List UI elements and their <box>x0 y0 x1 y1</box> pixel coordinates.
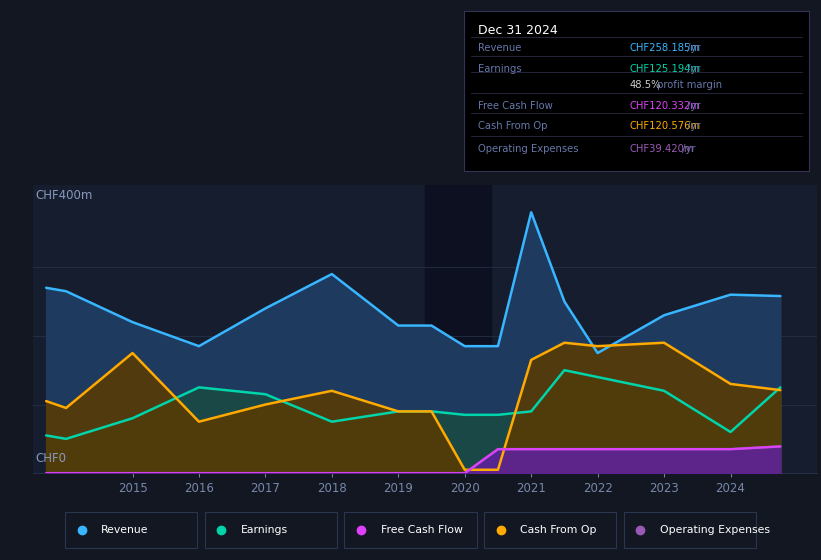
Text: CHF125.194m: CHF125.194m <box>630 64 700 74</box>
FancyBboxPatch shape <box>624 512 756 548</box>
Text: Earnings: Earnings <box>478 64 521 74</box>
Text: CHF258.185m: CHF258.185m <box>630 43 700 53</box>
Text: Dec 31 2024: Dec 31 2024 <box>478 24 557 37</box>
Text: /yr: /yr <box>685 101 701 110</box>
Text: CHF120.576m: CHF120.576m <box>630 122 700 132</box>
Text: /yr: /yr <box>680 144 696 153</box>
Text: Free Cash Flow: Free Cash Flow <box>381 525 462 535</box>
Text: Operating Expenses: Operating Expenses <box>660 525 770 535</box>
Text: CHF120.332m: CHF120.332m <box>630 101 700 110</box>
Text: CHF400m: CHF400m <box>35 189 93 202</box>
FancyBboxPatch shape <box>204 512 337 548</box>
Text: Operating Expenses: Operating Expenses <box>478 144 578 153</box>
Text: /yr: /yr <box>685 122 701 132</box>
Text: CHF0: CHF0 <box>35 451 67 465</box>
FancyBboxPatch shape <box>345 512 476 548</box>
Text: Earnings: Earnings <box>241 525 288 535</box>
Text: 48.5%: 48.5% <box>630 80 661 90</box>
Text: Free Cash Flow: Free Cash Flow <box>478 101 553 110</box>
Text: profit margin: profit margin <box>654 80 722 90</box>
Text: Cash From Op: Cash From Op <box>521 525 597 535</box>
Bar <box>425 185 491 473</box>
FancyBboxPatch shape <box>484 512 617 548</box>
Text: /yr: /yr <box>685 43 701 53</box>
FancyBboxPatch shape <box>65 512 197 548</box>
Text: Revenue: Revenue <box>101 525 149 535</box>
Text: CHF39.420m: CHF39.420m <box>630 144 694 153</box>
Text: Revenue: Revenue <box>478 43 521 53</box>
Text: /yr: /yr <box>685 64 701 74</box>
Text: Cash From Op: Cash From Op <box>478 122 547 132</box>
